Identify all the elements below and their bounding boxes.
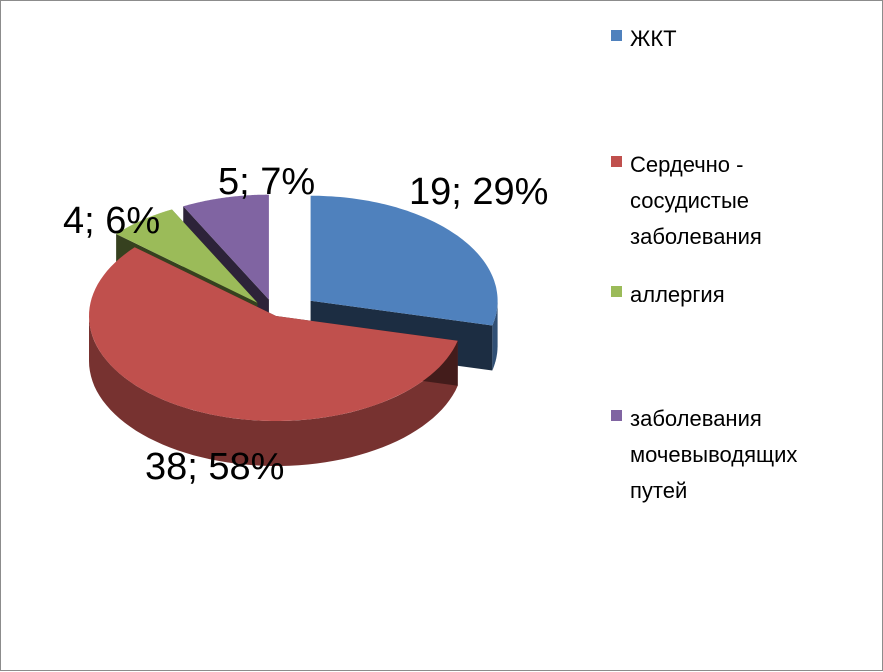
pie-slice-allergy (116, 209, 258, 303)
legend-label-urinary: заболевания мочевыводящих путей (630, 406, 798, 503)
legend-item-cardio: Сердечно - сосудистые заболевания (611, 147, 860, 255)
legend-label-gi: ЖКТ (630, 26, 677, 51)
legend-swatch-allergy (611, 286, 622, 297)
pie-slice-gi (310, 195, 498, 326)
data-label-cardio: 38; 58% (145, 446, 284, 488)
data-label-gi: 19; 29% (409, 171, 548, 213)
pie-tops (89, 194, 498, 421)
legend-swatch-gi (611, 30, 622, 41)
pie-slice-side-cardio (89, 316, 458, 466)
legend-swatch-cardio (611, 156, 622, 167)
legend-swatch-urinary (611, 410, 622, 421)
data-label-allergy: 4; 6% (63, 200, 160, 242)
legend-item-gi: ЖКТ (611, 21, 860, 57)
legend-label-allergy: аллергия (630, 282, 725, 307)
pie-slice-urinary (183, 194, 269, 300)
data-label-urinary: 5; 7% (218, 161, 315, 203)
pie-slice-cardio (89, 247, 458, 421)
legend-item-urinary: заболевания мочевыводящих путей (611, 401, 860, 509)
legend-label-cardio: Сердечно - сосудистые заболевания (630, 152, 762, 249)
pie-slice-side-gi (492, 300, 498, 371)
legend-item-allergy: аллергия (611, 277, 860, 313)
